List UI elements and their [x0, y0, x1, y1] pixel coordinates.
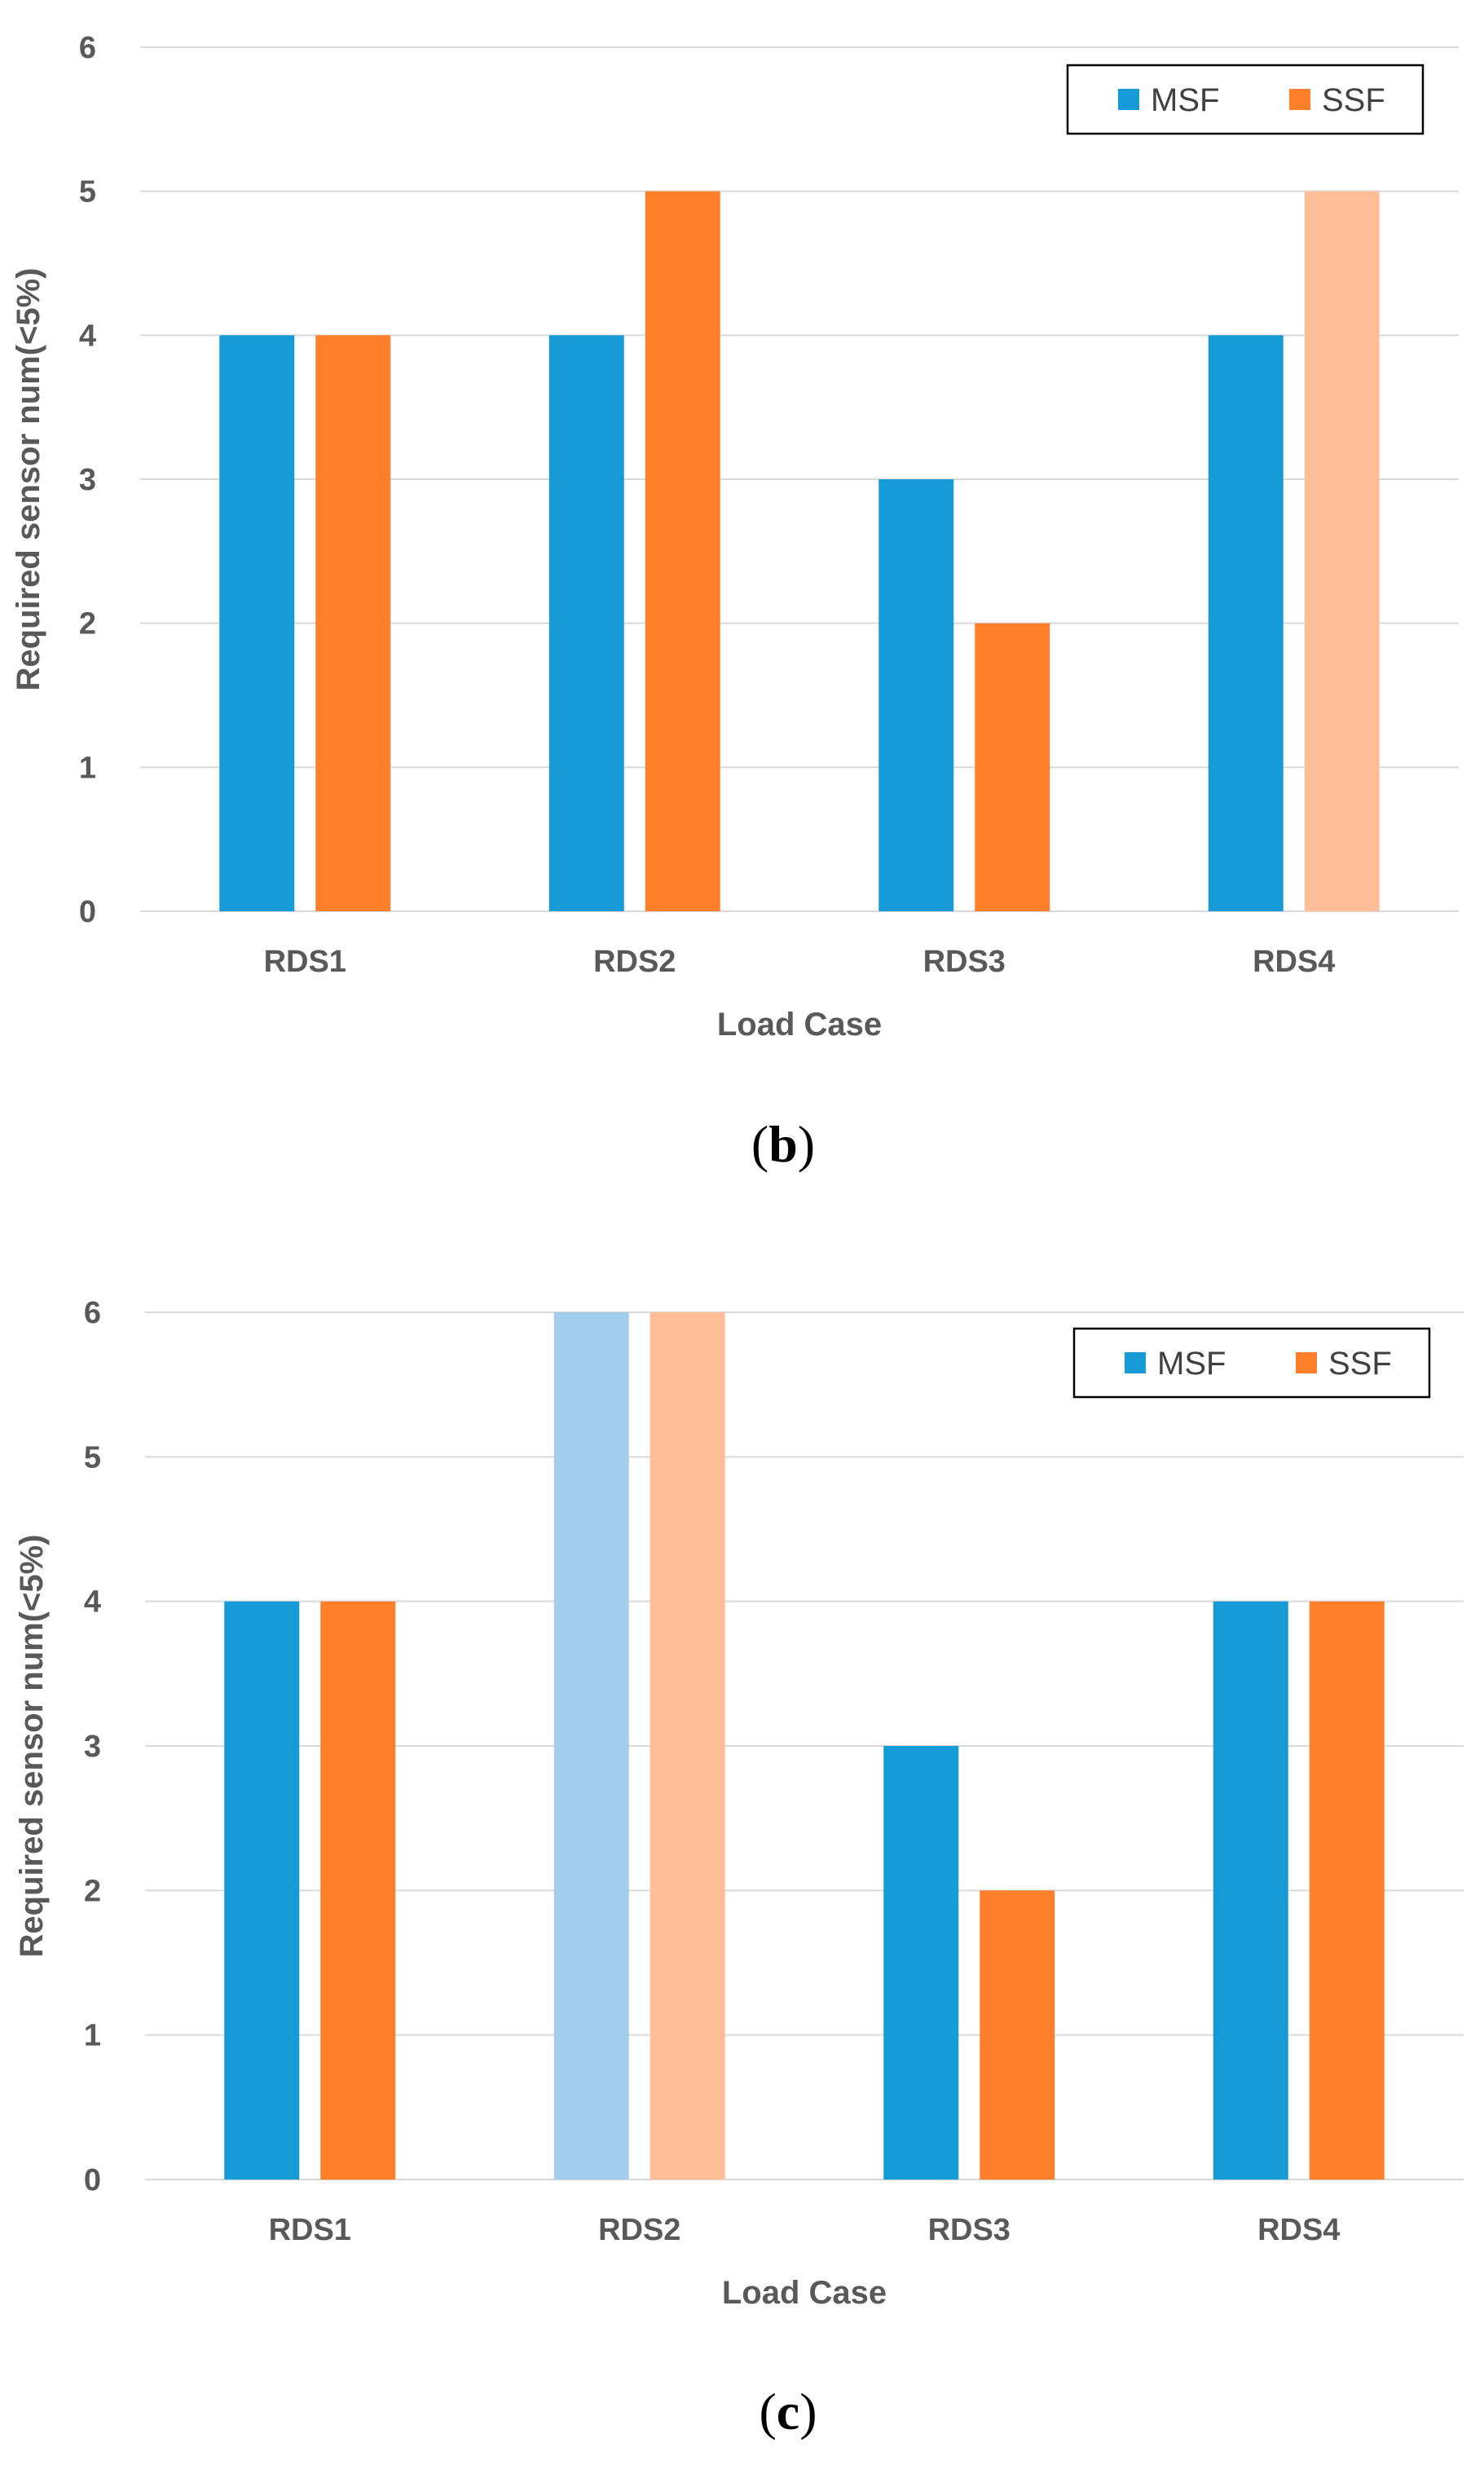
chart-panel-b: 0 1 2 3 4 5 6 RDS1 RDS2 RDS3 RDS4 Load Case Required…	[11, 31, 1459, 1173]
panel-label: (b)	[751, 1115, 815, 1173]
y-tick-label: 5	[84, 1440, 101, 1475]
legend-box	[1066, 64, 1425, 135]
y-axis-title: Required sensor num(<5%)	[11, 267, 46, 690]
legend-swatch-msf	[1125, 1352, 1146, 1373]
y-tick-label: 6	[79, 31, 96, 65]
y-tick-label: 6	[84, 1296, 101, 1330]
y-tick-label: 5	[79, 175, 96, 209]
x-tick-label: RDS1	[264, 945, 346, 979]
chart-panel-c: 0 1 2 3 4 5 6 RDS1 RDS2 RDS3 RDS4 Load Case Required…	[14, 1296, 1464, 2440]
bar-msf-rds2	[553, 1312, 629, 2180]
bar-ssf-rds1	[315, 335, 391, 911]
panel-letter: c	[777, 2383, 799, 2440]
bar-ssf-rds3	[980, 1890, 1055, 2180]
legend-label-ssf: SSF	[1322, 82, 1385, 118]
bar-ssf-rds1	[320, 1601, 396, 2180]
x-tick-label: RDS1	[269, 2213, 351, 2247]
y-tick-label: 1	[84, 2019, 101, 2053]
bar-msf-rds1	[224, 1601, 300, 2180]
legend: MSF SSF	[1066, 64, 1425, 135]
legend-label-msf: MSF	[1151, 82, 1219, 118]
legend-label-msf: MSF	[1157, 1346, 1226, 1382]
x-tick-label: RDS4	[1253, 945, 1335, 979]
y-tick-label: 0	[79, 895, 96, 929]
bar-msf-rds4	[1208, 335, 1284, 911]
legend-swatch-ssf	[1296, 1352, 1317, 1373]
bar-ssf-rds3	[975, 623, 1050, 911]
bar-msf-rds4	[1213, 1601, 1288, 2180]
y-tick-label: 1	[79, 751, 96, 785]
legend: MSF SSF	[1072, 1327, 1431, 1399]
bar-ssf-rds2	[645, 191, 720, 911]
x-tick-label: RDS4	[1257, 2213, 1340, 2247]
legend-swatch-msf	[1118, 89, 1139, 110]
bar-ssf-rds4	[1304, 191, 1380, 911]
y-tick-label: 0	[84, 2163, 101, 2197]
x-tick-label: RDS2	[593, 945, 676, 979]
x-tick-label: RDS3	[928, 2213, 1011, 2247]
x-axis-title: Load Case	[717, 1007, 882, 1043]
bar-msf-rds2	[548, 335, 624, 911]
bar-msf-rds3	[879, 479, 954, 911]
y-tick-label: 3	[84, 1730, 101, 1764]
x-axis-title: Load Case	[722, 2275, 887, 2311]
panel-letter: b	[768, 1115, 798, 1173]
y-tick-label: 2	[79, 607, 96, 641]
legend-label-ssf: SSF	[1328, 1346, 1392, 1382]
x-tick-label: RDS2	[598, 2213, 680, 2247]
bar-msf-rds1	[219, 335, 295, 911]
y-tick-label: 4	[79, 319, 96, 353]
y-tick-label: 3	[79, 463, 96, 497]
y-tick-label: 4	[84, 1585, 101, 1620]
legend-swatch-ssf	[1289, 89, 1310, 110]
y-tick-label: 2	[84, 1874, 101, 1908]
y-axis-title: Required sensor num(<5%)	[14, 1534, 50, 1957]
panel-label: (c)	[759, 2383, 817, 2440]
bar-ssf-rds4	[1309, 1601, 1385, 2180]
bar-msf-rds3	[883, 1746, 959, 2180]
bar-ssf-rds2	[650, 1312, 725, 2180]
x-tick-label: RDS3	[923, 945, 1006, 979]
